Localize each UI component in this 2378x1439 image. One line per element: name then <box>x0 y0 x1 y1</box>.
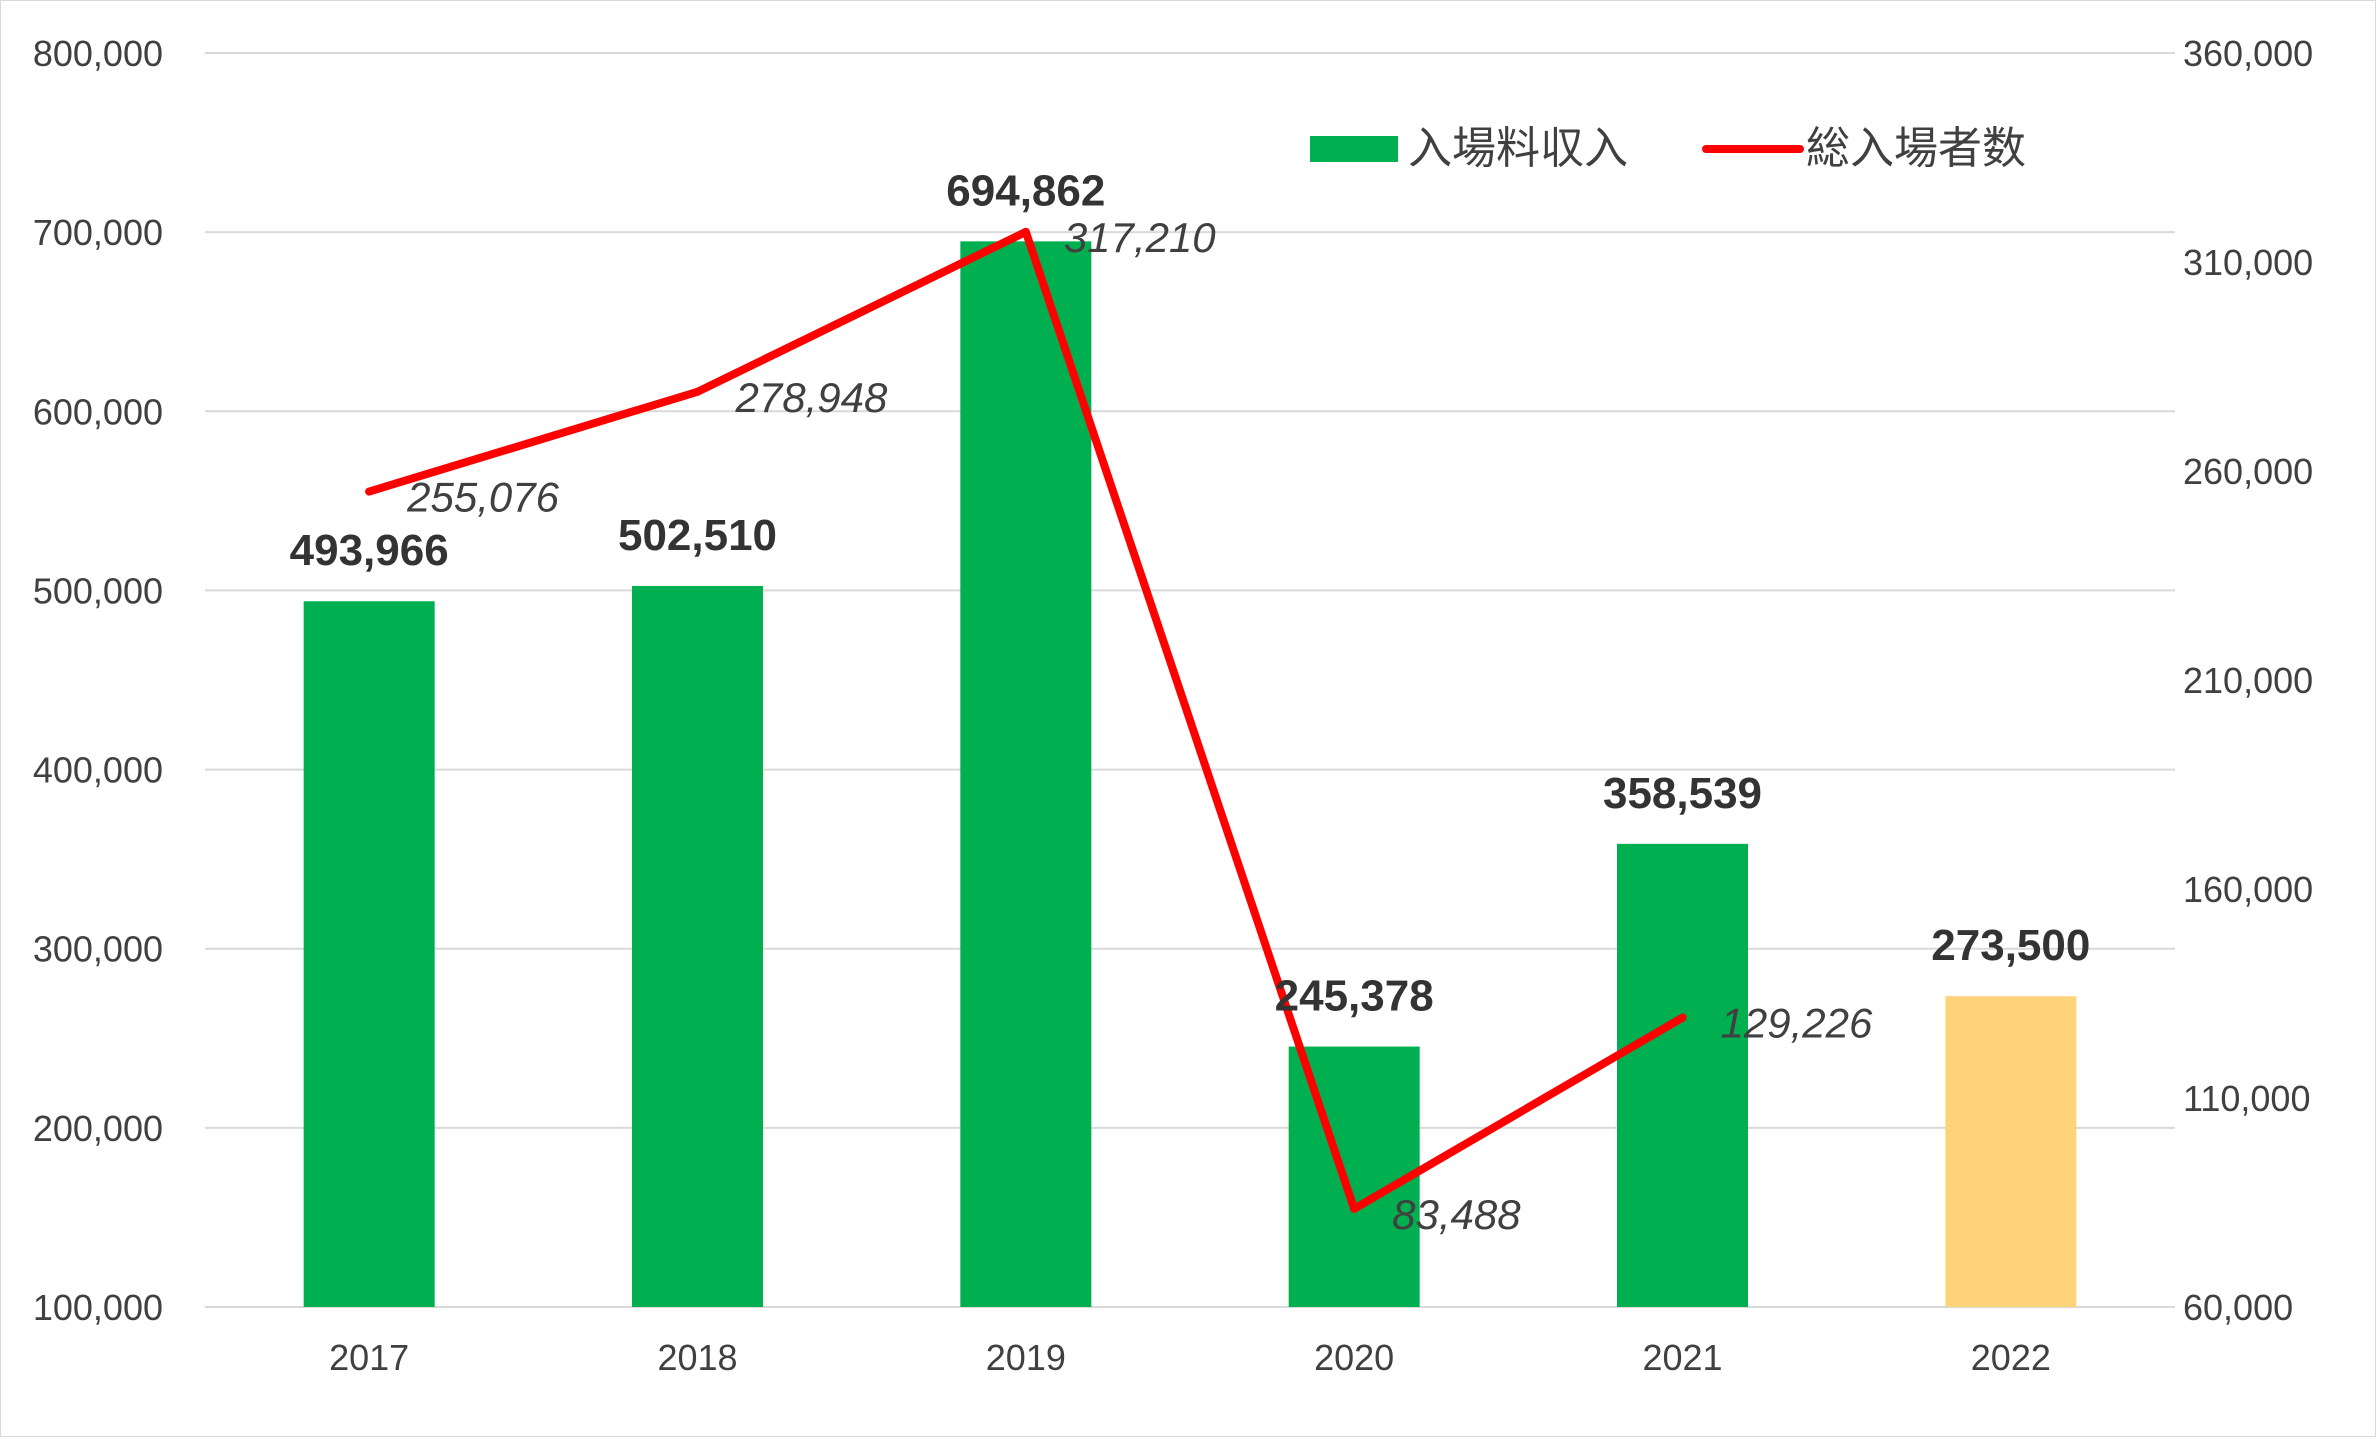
right-axis-tick-label: 160,000 <box>2183 869 2313 910</box>
line-data-labels: 255,076 278,948 317,210 83,488 129,226 <box>406 214 1873 1238</box>
x-axis-tick-label: 2020 <box>1314 1337 1394 1378</box>
bar-data-label: 493,966 <box>290 526 449 575</box>
right-axis-tick-label: 310,000 <box>2183 242 2313 283</box>
line-series <box>365 227 1687 1213</box>
bar <box>303 601 435 1307</box>
legend-bar-swatch <box>1310 136 1398 162</box>
bar-data-label: 245,378 <box>1275 972 1434 1021</box>
x-axis-tick-label: 2017 <box>329 1337 409 1378</box>
bar-data-label: 273,500 <box>1931 921 2090 970</box>
legend: 入場料収入 総入場者数 <box>1310 123 2026 174</box>
x-axis-tick-label: 2019 <box>986 1337 1066 1378</box>
right-axis-tick-label: 260,000 <box>2183 451 2313 492</box>
right-axis-tick-label: 210,000 <box>2183 660 2313 701</box>
left-axis-tick-label: 100,000 <box>33 1287 163 1328</box>
line-data-label: 129,226 <box>1721 1000 1873 1047</box>
bar-data-label: 502,510 <box>618 511 777 560</box>
left-axis-tick-label: 500,000 <box>33 570 163 611</box>
bar-series <box>303 241 2077 1308</box>
left-axis-tick-label: 400,000 <box>33 750 163 791</box>
line-data-label: 317,210 <box>1064 214 1216 261</box>
bar <box>1945 996 2077 1307</box>
right-y-axis: 60,000 110,000 160,000 210,000 260,000 310,00… <box>2183 33 2313 1328</box>
line-data-label: 255,076 <box>406 474 559 521</box>
x-axis: 2017 2018 2019 2020 2021 2022 <box>329 1337 2051 1378</box>
line-data-label: 83,488 <box>1392 1191 1521 1238</box>
line-point <box>1678 1013 1687 1022</box>
line-point <box>1350 1204 1359 1213</box>
bar-data-label: 694,862 <box>946 166 1105 215</box>
x-axis-tick-label: 2021 <box>1642 1337 1722 1378</box>
bar <box>960 241 1092 1308</box>
bar-data-labels: 493,966 502,510 694,862 245,378 358,539 273,5… <box>290 166 2091 1020</box>
bar <box>1288 1046 1420 1307</box>
right-axis-tick-label: 360,000 <box>2183 33 2313 74</box>
x-axis-tick-label: 2018 <box>657 1337 737 1378</box>
line-point <box>365 487 374 496</box>
gridlines <box>205 52 2175 1308</box>
bar-data-label: 358,539 <box>1603 769 1762 818</box>
right-axis-tick-label: 60,000 <box>2183 1287 2293 1328</box>
left-axis-tick-label: 300,000 <box>33 929 163 970</box>
line-data-label: 278,948 <box>735 374 888 421</box>
bar <box>1617 843 1748 1307</box>
line-point <box>1021 227 1030 236</box>
x-axis-tick-label: 2022 <box>1971 1337 2051 1378</box>
right-axis-tick-label: 110,000 <box>2183 1078 2310 1119</box>
line-point <box>693 387 702 396</box>
left-axis-tick-label: 200,000 <box>33 1108 163 1149</box>
legend-bar-label: 入場料収入 <box>1408 123 1628 174</box>
left-axis-tick-label: 600,000 <box>33 391 163 432</box>
left-axis-tick-label: 700,000 <box>33 212 163 253</box>
legend-line-label: 総入場者数 <box>1806 123 2026 174</box>
left-axis-tick-label: 800,000 <box>33 33 163 74</box>
bar <box>632 585 763 1307</box>
left-y-axis: 100,000 200,000 300,000 400,000 500,000 600,0… <box>33 33 163 1328</box>
